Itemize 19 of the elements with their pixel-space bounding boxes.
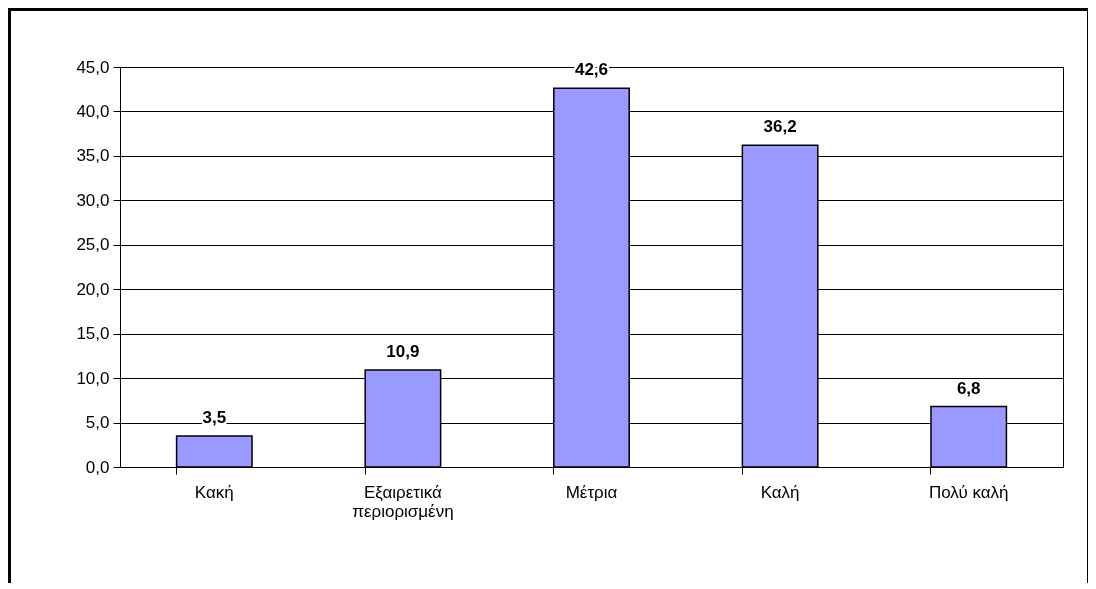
data-label: 36,2: [763, 117, 797, 137]
y-tick-label: 15,0: [76, 324, 110, 344]
x-tick-label: Καλή: [760, 482, 800, 502]
y-tick-label: 10,0: [76, 368, 110, 388]
x-tick-label: Πολύ καλή: [928, 482, 1009, 502]
y-tick-label: 0,0: [85, 457, 110, 477]
data-label: 6,8: [956, 378, 981, 398]
y-tick-label: 20,0: [76, 279, 110, 299]
data-label: 10,9: [386, 342, 420, 362]
y-tick-label: 25,0: [76, 235, 110, 255]
data-label: 3,5: [202, 407, 227, 427]
y-tick-label: 30,0: [76, 190, 110, 210]
x-tick-label: Μέτρια: [565, 482, 618, 502]
y-tick-label: 45,0: [76, 57, 110, 77]
y-tick-label: 35,0: [76, 146, 110, 166]
x-tick-label: Εξαιρετικά περιορισμένη: [352, 482, 454, 521]
y-tick-label: 40,0: [76, 101, 110, 121]
x-tick-label: Κακή: [194, 482, 234, 502]
y-tick-label: 5,0: [85, 413, 110, 433]
